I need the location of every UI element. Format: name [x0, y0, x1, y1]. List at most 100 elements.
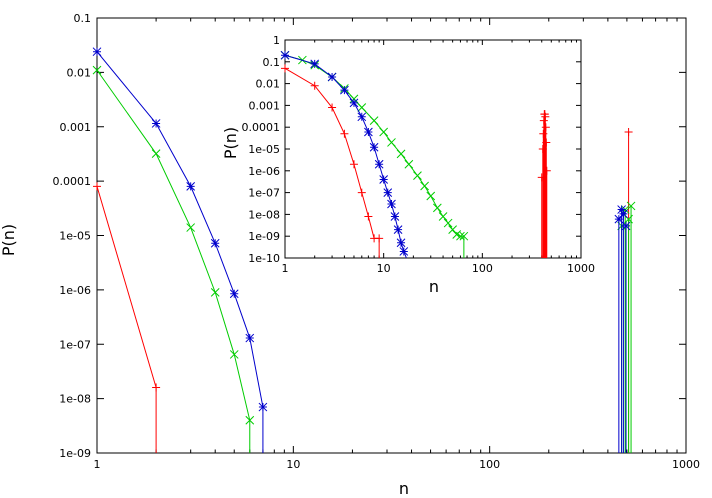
inset-plot-frame — [284, 39, 582, 259]
inset-panel: 1 10 100 1000 1 0.1 0.01 0.001 0.0001 1e-05 1e-06 1… — [221, 34, 595, 296]
main-data-point — [210, 288, 220, 297]
main-y-tick-label: 1e-06 — [59, 284, 91, 297]
main-x-tick-label: 10 — [286, 458, 300, 471]
inset-data-point — [404, 159, 414, 169]
inset-data-point — [357, 103, 367, 112]
main-spike-point — [617, 205, 626, 214]
inset-data-point — [396, 149, 406, 159]
main-spike-point — [624, 128, 633, 137]
inset-data-point — [396, 238, 406, 248]
inset-y-tick-label: 1e-06 — [248, 165, 280, 178]
main-y-tick-label: 0.1 — [74, 12, 92, 25]
inset-x-tick-label: 1 — [282, 262, 289, 275]
main-y-tick-label: 1e-08 — [59, 393, 91, 406]
inset-y-tick-label: 0.0001 — [242, 121, 281, 134]
main-y-tick-label: 0.01 — [67, 66, 92, 79]
main-spike-point — [614, 214, 624, 224]
inset-data-point — [357, 112, 367, 122]
main-data-point — [186, 182, 196, 191]
main-data-point — [151, 119, 161, 128]
inset-y-tick-label: 0.1 — [263, 56, 281, 69]
inset-spike-point — [541, 112, 550, 121]
main-data-point — [229, 350, 239, 359]
main-y-tick-label: 0.0001 — [53, 175, 92, 188]
inset-data-point — [369, 142, 379, 152]
inset-data-point — [443, 218, 453, 228]
main-data-point — [186, 223, 196, 232]
inset-spike-point — [542, 138, 551, 147]
inset-data-point — [399, 247, 409, 256]
inset-data-point — [448, 225, 457, 234]
main-series-2 — [92, 47, 631, 453]
main-spike-point — [626, 201, 636, 211]
main-data-point — [152, 383, 161, 392]
inset-data-point — [459, 231, 469, 241]
main-x-tick-label: 1000 — [672, 458, 700, 471]
main-x-axis-title: n — [399, 479, 409, 498]
inset-spike-point — [541, 123, 550, 132]
inset-data-point — [310, 59, 320, 69]
main-data-point — [245, 333, 255, 343]
inset-data-point — [432, 203, 442, 213]
main-data-point — [210, 238, 220, 248]
main-data-point — [92, 65, 102, 75]
inset-data-point — [438, 212, 448, 221]
inset-y-axis-title: P(n) — [221, 127, 240, 159]
inset-x-tick-label: 10 — [377, 262, 391, 275]
inset-data-point — [393, 225, 403, 234]
main-spike-point — [619, 209, 628, 219]
inset-data-point — [280, 50, 290, 60]
inset-data-point — [413, 171, 422, 180]
inset-data-point — [340, 85, 349, 95]
main-spike-point — [621, 221, 631, 231]
inset-data-point — [387, 138, 396, 147]
inset-y-tick-label: 0.01 — [256, 78, 281, 91]
main-y-tick-label: 1e-09 — [59, 447, 91, 460]
inset-data-point — [456, 231, 465, 241]
inset-data-point — [349, 160, 358, 169]
inset-data-point — [340, 129, 349, 138]
inset-y-tick-label: 1e-09 — [248, 230, 280, 243]
main-data-point — [93, 182, 101, 191]
inset-y-tick-label: 1e-10 — [248, 252, 280, 265]
inset-data-point — [364, 127, 373, 137]
inset-data-point — [375, 234, 384, 243]
inset-data-point — [328, 103, 337, 112]
inset-spike-point — [542, 166, 551, 175]
inset-data-point — [357, 188, 366, 197]
main-y-tick-label: 0.001 — [60, 121, 92, 134]
inset-series-2 — [280, 50, 409, 259]
inset-y-tick-label: 1 — [273, 34, 280, 47]
inset-series-0 — [281, 64, 551, 258]
main-y-tick-label: 1e-05 — [59, 230, 91, 243]
inset-data-point — [420, 181, 429, 191]
inset-data-point — [349, 94, 359, 104]
inset-data-point — [281, 64, 289, 73]
inset-data-point — [387, 199, 396, 209]
inset-data-point — [349, 98, 359, 108]
main-data-point — [258, 402, 268, 412]
main-y-tick-label: 1e-07 — [59, 338, 91, 351]
main-data-point — [245, 415, 255, 425]
inset-y-tick-label: 1e-08 — [248, 208, 280, 221]
inset-data-point — [374, 159, 384, 169]
main-data-point — [151, 149, 161, 159]
inset-data-point — [383, 188, 393, 197]
main-data-point — [92, 47, 102, 57]
inset-data-point — [426, 191, 436, 201]
inset-data-point — [364, 212, 373, 221]
inset-data-point — [327, 72, 337, 82]
inset-data-point — [379, 175, 389, 184]
inset-x-tick-label: 100 — [472, 262, 493, 275]
main-series-line — [96, 51, 264, 453]
inset-spike-point — [539, 116, 548, 125]
inset-x-tick-label: 1000 — [567, 262, 595, 275]
inset-data-point — [390, 212, 400, 221]
inset-y-tick-label: 1e-05 — [248, 143, 280, 156]
inset-data-point — [369, 116, 379, 125]
inset-x-axis-title: n — [429, 277, 439, 296]
inset-y-tick-label: 0.001 — [249, 99, 281, 112]
main-x-tick-label: 100 — [479, 458, 500, 471]
